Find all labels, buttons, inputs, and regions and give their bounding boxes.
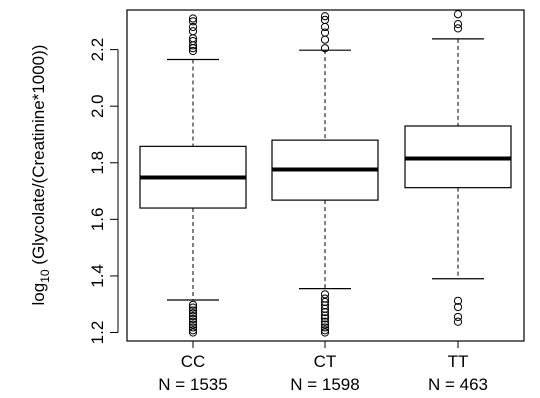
outlier-point bbox=[188, 306, 198, 315]
outlier-point bbox=[188, 328, 198, 337]
y-tick-label: 1.2 bbox=[88, 321, 107, 345]
outlier-point bbox=[453, 296, 463, 305]
box-group-ct bbox=[271, 12, 379, 337]
outlier-point bbox=[320, 314, 330, 323]
y-tick-label: 2.2 bbox=[88, 38, 107, 62]
outlier-point bbox=[320, 12, 330, 21]
sample-size-label: N = 1598 bbox=[290, 375, 359, 394]
outlier-point bbox=[320, 323, 330, 332]
outlier-point bbox=[188, 326, 198, 335]
y-tick-label: 1.8 bbox=[88, 151, 107, 175]
outlier-point bbox=[188, 320, 198, 329]
outlier-point bbox=[188, 312, 198, 321]
x-axis-labels: CC N = 1535 CT N = 1598 TT N = 463 bbox=[158, 341, 488, 394]
outlier-point bbox=[188, 323, 198, 332]
outlier-point bbox=[320, 317, 330, 326]
outlier-point bbox=[188, 14, 198, 23]
outlier-point bbox=[453, 302, 463, 312]
y-tick-label: 2.0 bbox=[88, 94, 107, 118]
outlier-point bbox=[453, 20, 463, 29]
outlier-point bbox=[320, 320, 330, 329]
x-tick-label: CT bbox=[314, 352, 337, 371]
outlier-point bbox=[188, 22, 198, 32]
outlier-point bbox=[188, 309, 198, 318]
x-tick-label: TT bbox=[448, 352, 469, 371]
outlier-point bbox=[320, 290, 330, 299]
outlier-point bbox=[453, 10, 463, 19]
outlier-point bbox=[188, 17, 198, 26]
outlier-point bbox=[453, 317, 463, 326]
y-axis-label: log10 (Glycolate/(Creatinine*1000)) bbox=[29, 45, 52, 306]
y-axis-label-prefix: log bbox=[29, 283, 48, 306]
y-axis-label-suffix: (Glycolate/(Creatinine*1000)) bbox=[29, 45, 48, 270]
outlier-point bbox=[188, 300, 198, 309]
outlier-point bbox=[320, 15, 330, 25]
outlier-point bbox=[320, 44, 330, 53]
outlier-point bbox=[320, 28, 330, 37]
outlier-point bbox=[320, 35, 330, 44]
sample-size-label: N = 1535 bbox=[158, 375, 227, 394]
outlier-point bbox=[320, 328, 330, 337]
y-axis-ticks: 1.2 1.4 1.6 1.8 2.0 2.2 bbox=[88, 38, 118, 345]
boxes bbox=[139, 10, 512, 337]
y-tick-label: 1.6 bbox=[88, 208, 107, 232]
x-tick-label: CC bbox=[181, 352, 206, 371]
box-group-tt bbox=[404, 10, 512, 326]
y-axis-label-subscript: 10 bbox=[38, 269, 52, 283]
outlier-point bbox=[188, 317, 198, 326]
y-tick-label: 1.4 bbox=[88, 264, 107, 288]
outlier-point bbox=[188, 314, 198, 324]
outlier-point bbox=[453, 312, 463, 322]
outlier-point bbox=[320, 326, 330, 335]
outlier-point bbox=[188, 27, 198, 36]
outlier-point bbox=[320, 294, 330, 303]
outlier-point bbox=[188, 46, 198, 56]
outlier-point bbox=[188, 37, 198, 46]
sample-size-label: N = 463 bbox=[428, 375, 488, 394]
box-group-cc bbox=[139, 14, 247, 337]
outlier-point bbox=[188, 303, 198, 312]
outlier-point bbox=[453, 24, 463, 33]
